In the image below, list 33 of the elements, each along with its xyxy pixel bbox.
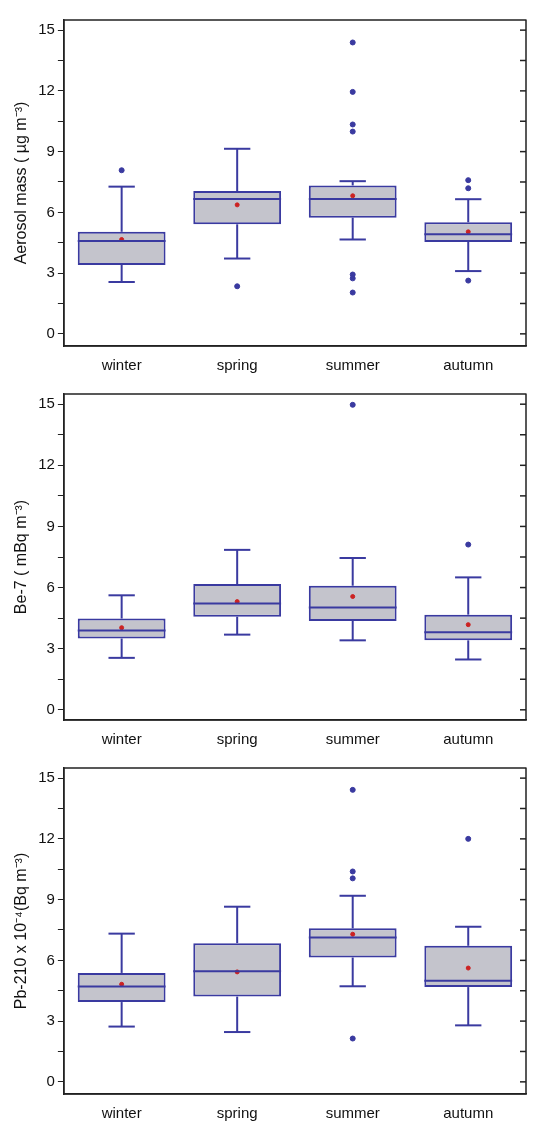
x-tick-label: summer [325,730,380,748]
y-tick-label: 15 [38,768,55,786]
x-tick-label: autumn [443,1104,494,1122]
y-tick-label: 12 [38,81,55,99]
y-axis-title: Be-7 ( mBq m⁻³) [12,499,30,615]
x-tick-label: winter [100,1104,142,1122]
x-tick-label: spring [216,730,258,748]
x-tick-label: winter [100,356,142,374]
y-tick-label: 9 [46,516,55,534]
y-axis-title: Pb-210 x 10⁻⁴(Bq m⁻³) [12,852,30,1010]
y-tick-label: 15 [38,394,55,412]
x-tick-label: autumn [443,730,494,748]
y-tick-label: 3 [46,263,55,281]
y-tick-label: 6 [46,950,55,968]
y-tick-label: 3 [46,638,55,656]
y-tick-label: 6 [46,577,55,595]
y-tick-label: 15 [38,20,55,38]
x-tick-label: spring [216,1104,258,1122]
x-tick-label: summer [325,1104,380,1122]
y-tick-label: 0 [46,323,55,341]
y-tick-label: 9 [46,889,55,907]
x-tick-label: summer [325,356,380,374]
x-tick-label: spring [216,356,258,374]
x-tick-label: autumn [443,356,494,374]
y-tick-label: 12 [38,455,55,473]
y-tick-label: 0 [46,699,55,717]
y-axis-title: Aerosol mass ( µg m⁻³) [12,101,30,265]
y-tick-label: 6 [46,202,55,220]
y-tick-label: 9 [46,141,55,159]
x-tick-label: winter [100,730,142,748]
y-tick-label: 12 [38,829,55,847]
y-tick-label: 3 [46,1011,55,1029]
y-tick-label: 0 [46,1071,55,1089]
